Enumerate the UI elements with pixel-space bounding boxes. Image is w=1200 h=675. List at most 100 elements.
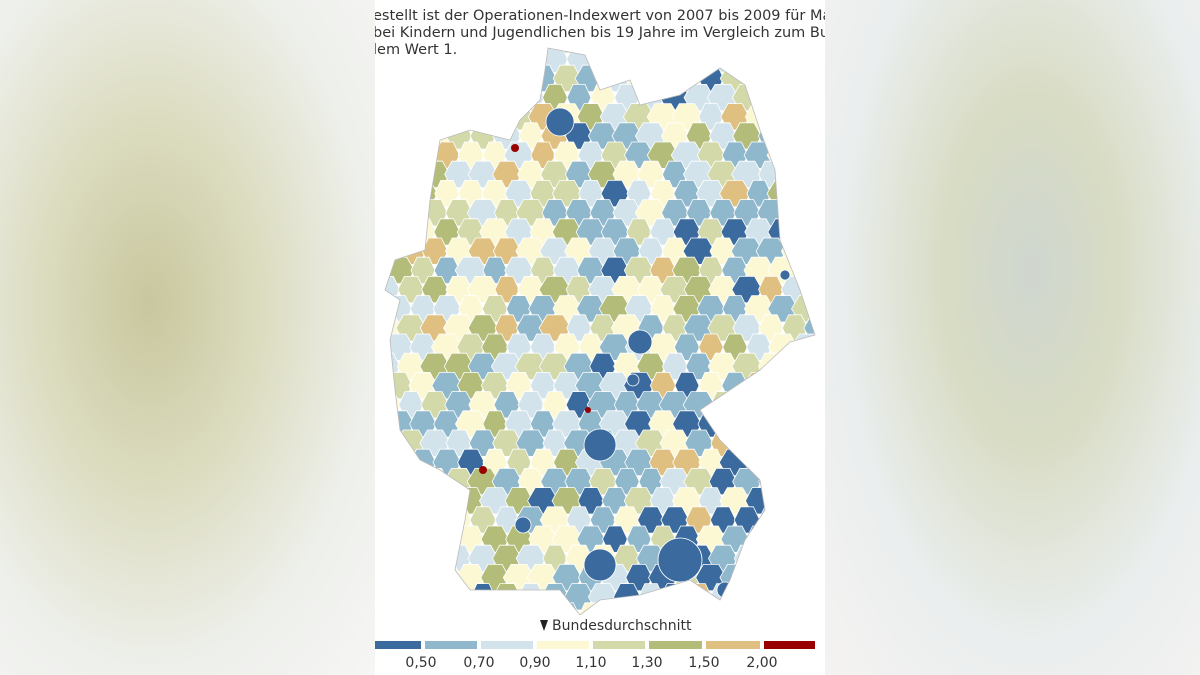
district — [506, 48, 532, 54]
district — [755, 391, 787, 419]
district — [385, 602, 391, 615]
district — [793, 487, 815, 515]
district — [722, 410, 748, 438]
district — [781, 160, 809, 189]
legend-swatch — [706, 641, 760, 649]
district — [469, 48, 497, 73]
district — [805, 391, 815, 419]
district — [731, 391, 763, 419]
district — [385, 525, 392, 553]
district — [385, 218, 415, 246]
legend-label: 1,30 — [631, 655, 663, 671]
district — [407, 564, 439, 592]
district — [791, 218, 815, 246]
legend-label: 1,50 — [688, 655, 720, 671]
district — [793, 602, 815, 615]
district — [780, 429, 810, 457]
district — [407, 487, 439, 515]
district — [802, 48, 815, 73]
district — [583, 548, 617, 582]
district — [757, 84, 785, 112]
district — [791, 179, 815, 208]
district — [770, 448, 796, 477]
legend-swatch — [425, 641, 477, 649]
blurred-background-right — [825, 0, 1200, 675]
district — [385, 122, 403, 150]
district — [657, 537, 703, 583]
district — [794, 64, 815, 92]
district — [446, 84, 472, 112]
district — [745, 602, 773, 615]
district — [385, 448, 392, 477]
district — [627, 329, 653, 355]
district — [385, 583, 401, 611]
district — [479, 48, 511, 54]
germany-outline — [384, 47, 816, 615]
district — [433, 525, 461, 553]
district — [794, 410, 815, 438]
district — [456, 103, 486, 131]
legend-swatch — [481, 641, 533, 649]
district — [804, 506, 815, 534]
district — [780, 352, 810, 381]
district — [647, 64, 679, 92]
district — [781, 467, 809, 496]
district — [779, 506, 811, 534]
district — [791, 448, 815, 477]
district — [432, 487, 462, 515]
national-average-label: Bundesdurchschnitt — [552, 618, 692, 634]
district — [385, 371, 389, 400]
district — [385, 48, 390, 54]
district — [395, 583, 427, 611]
district — [385, 179, 389, 208]
district — [408, 602, 438, 615]
district — [746, 564, 772, 592]
district — [585, 407, 591, 413]
legend-swatch — [593, 641, 645, 649]
district — [779, 84, 811, 112]
district — [385, 84, 400, 112]
district — [708, 48, 738, 73]
district — [385, 544, 401, 572]
district — [781, 122, 809, 150]
district — [385, 602, 415, 615]
district — [733, 583, 761, 611]
district — [385, 564, 389, 592]
description-line: bei Kindern und Jugendlichen bis 19 Jahr… — [375, 25, 825, 41]
district — [804, 429, 815, 457]
district — [583, 428, 617, 462]
district — [758, 544, 784, 572]
district — [503, 602, 535, 615]
district — [683, 48, 715, 73]
legend-swatch — [764, 641, 815, 649]
district — [792, 371, 815, 400]
district — [397, 122, 425, 150]
district — [626, 602, 652, 615]
district — [408, 48, 438, 54]
district — [455, 602, 487, 615]
district — [768, 564, 798, 592]
district — [758, 429, 784, 457]
color-legend — [375, 641, 825, 649]
district — [779, 391, 811, 419]
district — [468, 84, 498, 112]
district — [805, 275, 815, 304]
district — [421, 84, 449, 112]
legend-swatch — [649, 641, 702, 649]
district — [601, 602, 629, 615]
district — [385, 333, 388, 361]
district — [456, 48, 486, 54]
district — [767, 103, 799, 131]
district — [806, 84, 815, 112]
district — [385, 48, 403, 73]
map-description: estellt ist der Operationen-Indexwert vo… — [375, 8, 825, 59]
district — [769, 48, 797, 54]
district — [602, 48, 628, 54]
legend-label: 0,70 — [463, 655, 495, 671]
district — [649, 602, 677, 615]
district — [420, 583, 450, 611]
district — [385, 103, 389, 131]
district — [385, 525, 415, 553]
district — [793, 141, 815, 169]
district — [769, 371, 797, 400]
